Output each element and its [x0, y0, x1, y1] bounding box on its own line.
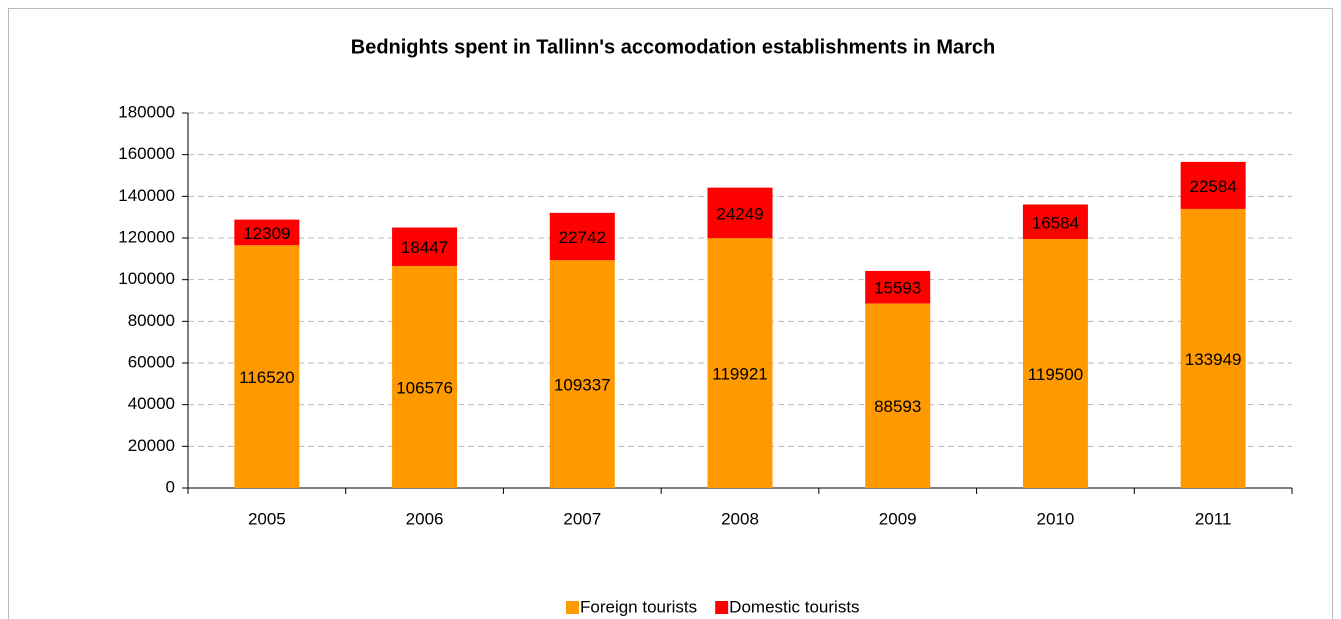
y-tick-label: 100000	[118, 269, 175, 288]
x-tick-label: 2007	[563, 509, 601, 528]
data-label: 116520	[239, 368, 294, 387]
x-tick-label: 2011	[1195, 509, 1232, 528]
y-tick-label: 20000	[128, 436, 175, 455]
y-tick-label: 160000	[118, 144, 175, 163]
bar-segment	[1180, 161, 1246, 209]
data-label: 109337	[554, 376, 611, 395]
bar-segment	[234, 219, 300, 246]
y-tick-label: 180000	[118, 102, 175, 121]
x-tick-label: 2010	[1037, 509, 1075, 528]
y-tick-label: 60000	[128, 352, 175, 371]
bar-segment	[1022, 204, 1088, 240]
bar-segment	[1180, 208, 1246, 489]
chart-frame	[8, 8, 1333, 619]
bar-segment	[865, 270, 931, 304]
bar-segment	[1022, 239, 1088, 488]
y-tick-label: 80000	[128, 311, 175, 330]
chart-title: Bednights spent in Tallinn's accomodatio…	[351, 36, 995, 58]
data-label: 119500	[1028, 365, 1083, 384]
data-label: 106576	[396, 378, 453, 397]
legend-swatch	[715, 601, 729, 614]
bar-segment	[392, 227, 458, 266]
data-label: 16584	[1032, 213, 1079, 232]
data-label: 22742	[559, 228, 606, 247]
bar-segment	[234, 245, 300, 488]
bar-segment	[392, 265, 458, 488]
y-tick-label: 120000	[118, 227, 175, 246]
bar-segment	[865, 303, 931, 488]
legend-swatch	[566, 601, 579, 614]
data-label: 22584	[1190, 177, 1237, 196]
x-tick-label: 2005	[248, 509, 286, 528]
data-label: 119921	[712, 365, 767, 384]
data-label: 15593	[874, 279, 921, 298]
data-label: 133949	[1185, 350, 1242, 369]
legend-label: Domestic tourists	[729, 597, 859, 616]
x-tick-label: 2006	[406, 509, 444, 528]
data-label: 18447	[401, 238, 448, 257]
y-tick-label: 0	[166, 477, 175, 496]
x-tick-label: 2009	[879, 509, 917, 528]
y-tick-label: 140000	[118, 186, 175, 205]
bar-segment	[549, 260, 615, 488]
bar-segment	[549, 212, 615, 261]
data-label: 24249	[716, 204, 763, 223]
data-label: 12309	[243, 224, 290, 243]
x-tick-label: 2008	[721, 509, 759, 528]
legend-label: Foreign tourists	[580, 597, 697, 616]
bar-segment	[707, 238, 773, 488]
data-label: 88593	[874, 397, 921, 416]
bar-segment	[707, 187, 773, 239]
y-tick-label: 40000	[128, 394, 175, 413]
